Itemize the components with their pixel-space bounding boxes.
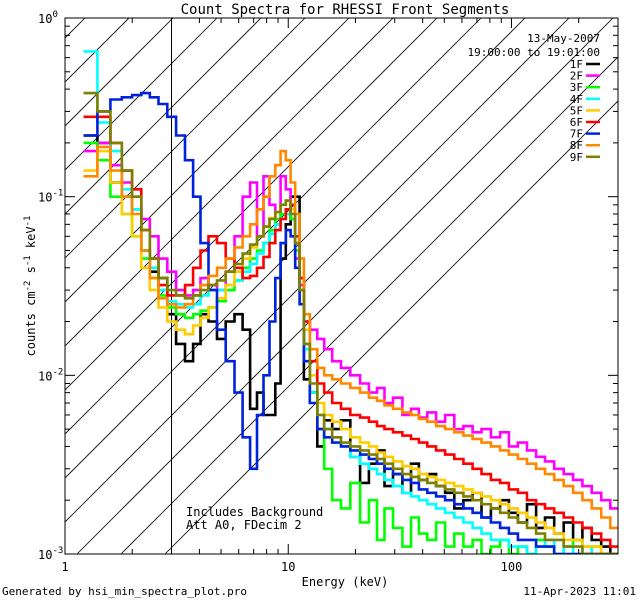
y-tick-labels: 10-3 10-2 10-1 100 (38, 10, 63, 562)
series-line-3F (83, 141, 618, 554)
time-range-label: 19:00:00 to 19:01:00 (468, 46, 600, 59)
series-group (83, 50, 618, 554)
y-label-text: counts cm (24, 291, 38, 356)
legend-label-8F: 8F (570, 139, 583, 152)
series-line-6F (83, 115, 618, 548)
attenuator-note: Att A0, FDecim 2 (186, 518, 302, 532)
hatch-line (65, 18, 438, 391)
generated-by-label: Generated by hsi_min_spectra_plot.pro (2, 585, 247, 598)
y-label-exponent: -2 (23, 281, 33, 292)
y-label-text: keV (24, 226, 38, 255)
y-label-exponent: -1 (23, 255, 33, 266)
x-tick-label: 1 (61, 560, 68, 574)
hatch-line (65, 18, 86, 39)
plot-frame (64, 17, 619, 555)
legend-label-6F: 6F (570, 116, 583, 129)
hatch-line (65, 18, 526, 479)
hatch-line (65, 18, 262, 215)
hatch-line (65, 18, 174, 127)
chart-title: Count Spectra for RHESSI Front Segments (181, 2, 510, 18)
y-tick-exponent: 0 (52, 10, 57, 20)
y-tick-label: 10-3 (38, 546, 63, 562)
legend-label-4F: 4F (570, 93, 583, 106)
x-tick-labels: 1 10 100 (61, 560, 522, 574)
y-tick-exponent: -1 (52, 189, 63, 199)
hatch-line (65, 18, 218, 171)
y-tick-label: 10-2 (38, 367, 63, 383)
legend-label-9F: 9F (570, 151, 583, 164)
legend-label-1F: 1F (570, 58, 583, 71)
y-tick-label: 10-1 (38, 189, 63, 205)
y-label-text: s (24, 266, 38, 280)
legend-label-3F: 3F (570, 81, 583, 94)
series-line-8F (83, 145, 618, 530)
hatch-line (76, 18, 614, 554)
series-line-4F (83, 50, 618, 554)
series-line-9F (83, 91, 618, 554)
y-tick-exponent: -3 (52, 546, 63, 556)
hatch-line (120, 56, 618, 554)
legend-label-7F: 7F (570, 128, 583, 141)
x-tick-label: 10 (281, 560, 295, 574)
y-axis-label: counts cm-2 s-1 keV-1 (23, 216, 38, 357)
legend-label-5F: 5F (570, 104, 583, 117)
legend-label-2F: 2F (570, 70, 583, 83)
date-label: 13-May-2007 (527, 32, 600, 45)
background-note: Includes Background (186, 505, 323, 519)
hatch-line (65, 18, 394, 347)
hatch-line (65, 18, 130, 83)
hatch-line (164, 100, 618, 554)
y-tick-exponent: -2 (52, 367, 63, 377)
hatch-line (65, 18, 306, 259)
axis-ticks (64, 17, 619, 555)
y-tick-label: 100 (38, 10, 58, 26)
timestamp-label: 11-Apr-2023 11:01 (523, 585, 636, 598)
y-label-exponent: -1 (23, 216, 33, 227)
x-tick-label: 100 (501, 560, 523, 574)
hatch-line (65, 18, 350, 303)
hatch-line (65, 18, 570, 523)
x-axis-label: Energy (keV) (302, 575, 389, 589)
